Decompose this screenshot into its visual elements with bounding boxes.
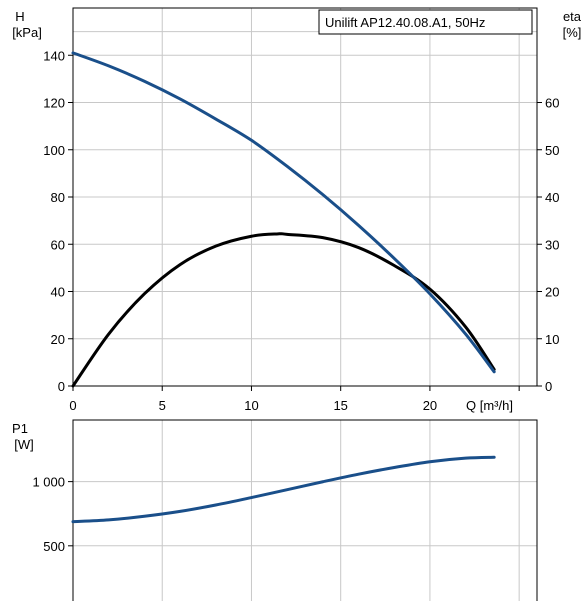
y-tick-label: 60 (51, 237, 65, 252)
bottom-grid (73, 420, 537, 601)
y2-tick-label: 60 (545, 96, 559, 111)
y-tick-label: 120 (43, 96, 65, 111)
y-axis-label: H (15, 9, 24, 24)
y-tick-label: 140 (43, 48, 65, 63)
y2-axis-unit: [%] (563, 25, 582, 40)
x-tick-label: 0 (69, 398, 76, 413)
x-tick-label: 15 (333, 398, 347, 413)
power-y-tick-label: 500 (43, 539, 65, 554)
y-tick-label: 80 (51, 190, 65, 205)
y-tick-label: 100 (43, 143, 65, 158)
y2-axis-label: eta (563, 9, 582, 24)
x-axis-label: Q [m³/h] (466, 398, 513, 413)
y2-tick-label: 20 (545, 285, 559, 300)
chart-title: Unilift AP12.40.08.A1, 50Hz (325, 15, 485, 30)
y2-tick-label: 0 (545, 379, 552, 394)
top-ticks: 0 5 10 15 20 0 20 40 60 80 100 120 140 0 10 20 30 40 50 60 (43, 48, 559, 413)
y-tick-label: 0 (58, 379, 65, 394)
x-tick-label: 5 (159, 398, 166, 413)
power-curve (71, 455, 496, 524)
y2-tick-label: 30 (545, 237, 559, 252)
x-tick-label: 10 (244, 398, 258, 413)
y-axis-unit: [kPa] (12, 25, 42, 40)
y2-tick-label: 40 (545, 190, 559, 205)
y2-tick-label: 10 (545, 332, 559, 347)
y2-tick-label: 50 (545, 143, 559, 158)
y-tick-label: 40 (51, 285, 65, 300)
y-tick-label: 20 (51, 332, 65, 347)
power-axis-label: P1 (12, 421, 28, 436)
chart-title-box (318, 9, 533, 35)
head-curve (71, 51, 496, 374)
power-axis-unit: [W] (14, 437, 34, 452)
efficiency-curve (71, 232, 496, 388)
top-series (71, 51, 496, 388)
bottom-plot-frame (72, 419, 538, 601)
x-tick-label: 20 (423, 398, 437, 413)
bottom-series (71, 455, 496, 524)
power-y-tick-label: 1 000 (32, 475, 65, 490)
